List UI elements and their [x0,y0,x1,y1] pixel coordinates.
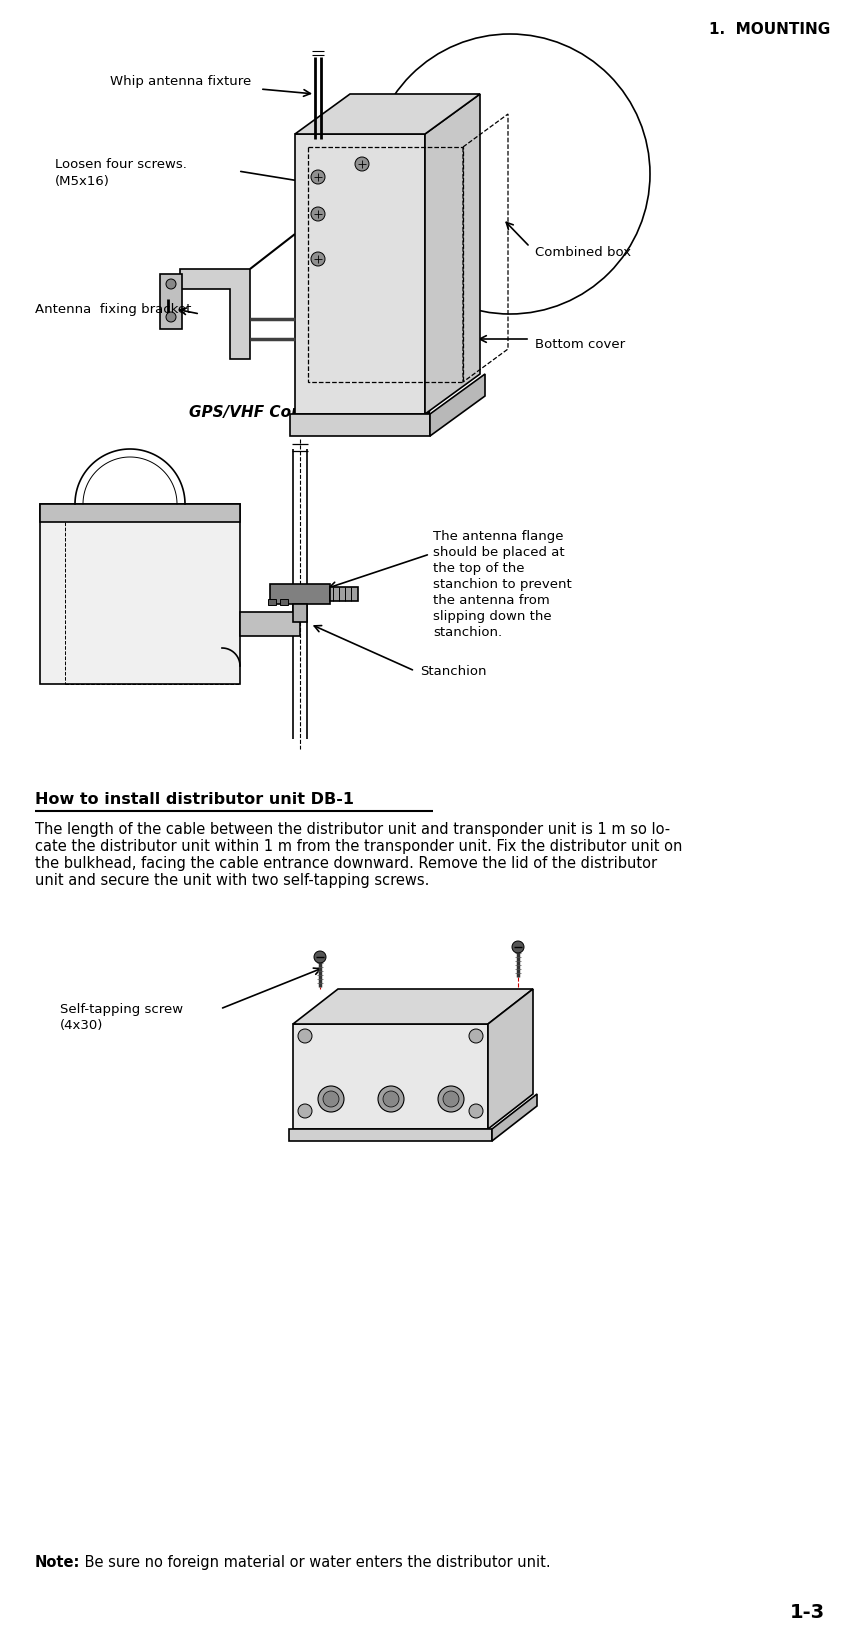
Text: 1-3: 1-3 [790,1601,825,1621]
Circle shape [298,1105,312,1118]
Text: the antenna from: the antenna from [433,593,550,606]
Polygon shape [430,375,485,436]
Text: cate the distributor unit within 1 m from the transponder unit. Fix the distribu: cate the distributor unit within 1 m fro… [35,839,682,854]
Circle shape [438,1087,464,1113]
Bar [268,600,276,606]
Bar [40,505,240,685]
Text: (M5x16): (M5x16) [55,175,110,188]
Bar [240,613,300,636]
Text: GPS/VHF Combined antenna: GPS/VHF Combined antenna [189,405,431,420]
Text: Stanchion: Stanchion [420,665,486,679]
Bar [293,605,307,623]
Text: Combined box: Combined box [535,246,631,259]
Circle shape [469,1029,483,1044]
Text: should be placed at: should be placed at [433,546,564,559]
Circle shape [443,1092,459,1108]
Circle shape [311,170,325,185]
Text: The length of the cable between the distributor unit and transponder unit is 1 m: The length of the cable between the dist… [35,821,670,836]
Circle shape [512,941,524,954]
Circle shape [318,1087,344,1113]
Bar [293,1024,488,1129]
Bar [280,600,288,606]
Circle shape [298,1029,312,1044]
Polygon shape [295,95,480,134]
Bar [270,585,330,605]
Polygon shape [425,95,480,415]
Polygon shape [289,1129,492,1141]
Text: stanchion.: stanchion. [433,626,502,639]
Bar [330,588,358,602]
Circle shape [370,34,650,315]
Polygon shape [290,415,430,436]
Circle shape [383,1092,399,1108]
Circle shape [469,1105,483,1118]
Bar [40,505,240,523]
Circle shape [311,208,325,221]
Text: slipping down the: slipping down the [433,610,551,623]
Polygon shape [180,270,250,361]
Polygon shape [488,990,533,1129]
Text: the bulkhead, facing the cable entrance downward. Remove the lid of the distribu: the bulkhead, facing the cable entrance … [35,856,657,870]
Text: (4x30): (4x30) [60,1018,103,1031]
Text: the top of the: the top of the [433,562,524,575]
Text: Note:: Note: [35,1554,80,1569]
Circle shape [323,1092,339,1108]
Text: Antenna  fixing bracket: Antenna fixing bracket [35,303,192,316]
Circle shape [355,157,369,172]
Bar [160,275,182,329]
Text: Whip antenna fixture: Whip antenna fixture [110,75,251,89]
Circle shape [166,280,176,290]
Circle shape [314,951,326,964]
Circle shape [378,1087,404,1113]
Bar [295,134,425,415]
Text: The antenna flange: The antenna flange [433,529,563,543]
Text: Be sure no foreign material or water enters the distributor unit.: Be sure no foreign material or water ent… [80,1554,551,1569]
Circle shape [166,313,176,323]
Text: 1.  MOUNTING: 1. MOUNTING [709,21,830,38]
Text: unit and secure the unit with two self-tapping screws.: unit and secure the unit with two self-t… [35,872,429,887]
Polygon shape [492,1095,537,1141]
Text: How to install distributor unit DB-1: How to install distributor unit DB-1 [35,792,354,806]
Circle shape [311,252,325,267]
Text: Self-tapping screw: Self-tapping screw [60,1003,183,1016]
Bar [308,148,463,384]
Text: Loosen four screws.: Loosen four screws. [55,159,187,172]
Polygon shape [293,990,533,1024]
Text: Bottom cover: Bottom cover [535,338,625,351]
Text: stanchion to prevent: stanchion to prevent [433,577,572,590]
